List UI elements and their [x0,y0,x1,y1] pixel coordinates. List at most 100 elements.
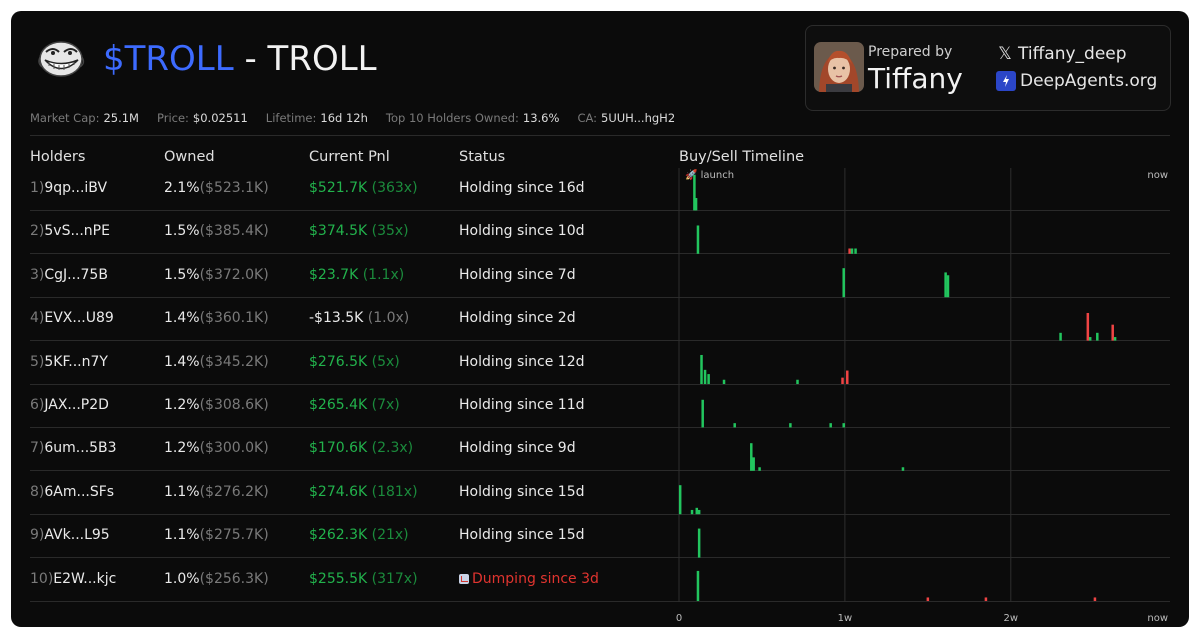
row-divider [30,383,1170,385]
status-text: Holding since 9d [459,440,576,457]
column-header-pnl: Current Pnl [309,149,390,165]
holder-address[interactable]: 5)5KF...n7Y [30,354,108,370]
table-row[interactable]: 5)5KF...n7Y 1.4%($345.2K) $276.5K (5x) Hold… [30,342,1170,385]
column-header-timeline: Buy/Sell Timeline [679,149,805,165]
row-divider [30,296,1170,298]
owned-percent: 1.1% [164,483,200,500]
timeline-tick-label: now [1147,613,1168,624]
holder-rank: 1) [30,180,45,196]
owned-percent: 1.5% [164,266,200,283]
pnl-value: $276.5K [309,353,368,370]
metric-market-cap: Market Cap: 25.1M [30,111,139,125]
token-name: - TROLL [244,39,377,79]
owned-percent: 1.4% [164,310,200,327]
table-row[interactable]: 3)CgJ...75B 1.5%($372.0K) $23.7K (1.1x) Hol… [30,255,1170,298]
pnl-multiple: (5x) [371,353,400,370]
pnl-multiple: (21x) [371,527,409,544]
owned-usd: ($308.6K) [199,397,269,413]
pnl-cell: $274.6K (181x) [309,484,418,500]
status-text: Holding since 7d [459,266,576,283]
status-cell: Holding since 11d [459,397,585,413]
holder-address[interactable]: 10)E2W...kjc [30,571,116,587]
owned-usd: ($372.0K) [199,266,269,283]
metric-contract-address[interactable]: CA: 5UUH...hgH2 [577,111,676,125]
pnl-cell: $374.5K (35x) [309,223,409,239]
avatar [814,42,864,92]
pnl-cell: $521.7K (363x) [309,180,418,196]
status-cell: Holding since 12d [459,354,585,370]
owned-cell: 1.4%($360.1K) [164,310,269,326]
row-divider [30,470,1170,472]
holder-rank: 7) [30,440,45,457]
table-row[interactable]: 1)9qp...iBV 2.1%($523.1K) $521.7K (363x) Ho… [30,168,1170,211]
owned-cell: 1.5%($372.0K) [164,267,269,283]
pnl-multiple: (7x) [371,397,400,413]
owned-percent: 1.1% [164,527,200,544]
table-row[interactable]: 8)6Am...SFs 1.1%($276.2K) $274.6K (181x) Ho… [30,472,1170,515]
holder-address-text: AVk...L95 [44,527,110,544]
holder-address[interactable]: 6)JAX...P2D [30,397,109,413]
status-cell: Holding since 7d [459,267,576,283]
status-text: Holding since 16d [459,180,585,196]
holder-address[interactable]: 4)EVX...U89 [30,310,114,326]
holder-address[interactable]: 7)6um...5B3 [30,440,117,456]
owned-cell: 1.1%($275.7K) [164,527,269,543]
pnl-value: $262.3K [309,527,368,544]
author-name: Tiffany [868,62,963,95]
website-link[interactable]: DeepAgents.org [996,71,1157,91]
pnl-multiple: (35x) [371,223,409,240]
twitter-link[interactable]: 𝕏 Tiffany_deep [996,44,1126,64]
deepagents-logo-icon [996,71,1016,91]
owned-percent: 2.1% [164,180,200,196]
table-row[interactable]: 2)5vS...nPE 1.5%($385.4K) $374.5K (35x) Hol… [30,211,1170,255]
holder-address[interactable]: 3)CgJ...75B [30,267,108,283]
holder-rank: 8) [30,483,45,500]
holder-address[interactable]: 1)9qp...iBV [30,180,107,196]
holder-address-text: 9qp...iBV [44,180,108,196]
holder-address-text: 5KF...n7Y [44,353,108,370]
status-text: Holding since 12d [459,353,585,370]
token-metrics-bar: Market Cap: 25.1M Price: $0.02511 Lifetime… [30,111,675,125]
owned-cell: 1.1%($276.2K) [164,484,269,500]
table-row[interactable]: 7)6um...5B3 1.2%($300.0K) $170.6K (2.3x) Ho… [30,428,1170,472]
holder-address[interactable]: 9)AVk...L95 [30,527,110,543]
holder-rank: 5) [30,353,45,370]
table-row[interactable]: 6)JAX...P2D 1.2%($308.6K) $265.4K (7x) Hold… [30,385,1170,428]
metric-lifetime: Lifetime: 16d 12h [265,111,368,125]
holder-rank: 10) [30,570,54,587]
owned-cell: 1.0%($256.3K) [164,571,269,587]
status-cell: Holding since 15d [459,527,585,543]
table-row[interactable]: 9)AVk...L95 1.1%($275.7K) $262.3K (21x) Hol… [30,515,1170,559]
status-cell: Dumping since 3d [459,571,599,587]
pnl-value: $23.7K [309,266,359,283]
owned-cell: 2.1%($523.1K) [164,180,269,196]
pnl-multiple: (1.0x) [367,310,410,327]
divider [30,135,1170,136]
holder-address-text: EVX...U89 [44,310,114,327]
table-row[interactable]: 4)EVX...U89 1.4%($360.1K) -$13.5K (1.0x) Ho… [30,298,1170,342]
status-cell: Holding since 16d [459,180,585,196]
row-divider [30,557,1170,559]
pnl-multiple: (317x) [371,570,418,587]
row-divider [30,427,1170,428]
token-ticker: $TROLL [103,39,234,79]
holder-address[interactable]: 8)6Am...SFs [30,484,114,500]
website-url: DeepAgents.org [1020,71,1158,91]
owned-cell: 1.4%($345.2K) [164,354,269,370]
owned-usd: ($256.3K) [199,570,269,587]
timeline-tick-label: 1w [838,613,853,624]
status-cell: Holding since 10d [459,223,585,239]
metric-top10-owned: Top 10 Holders Owned: 13.6% [385,111,560,125]
prepared-by-label: Prepared by [868,44,953,60]
row-divider [30,600,1170,602]
owned-usd: ($360.1K) [199,310,269,327]
column-header-status: Status [459,149,506,165]
pnl-multiple: (181x) [371,483,418,500]
holder-address[interactable]: 2)5vS...nPE [30,223,110,239]
status-text: Holding since 15d [459,527,585,544]
owned-percent: 1.4% [164,353,200,370]
pnl-cell: $262.3K (21x) [309,527,409,543]
pnl-multiple: (1.1x) [362,266,405,283]
pnl-cell: $265.4K (7x) [309,397,400,413]
table-row[interactable]: 10)E2W...kjc 1.0%($256.3K) $255.5K (317x) D… [30,559,1170,602]
